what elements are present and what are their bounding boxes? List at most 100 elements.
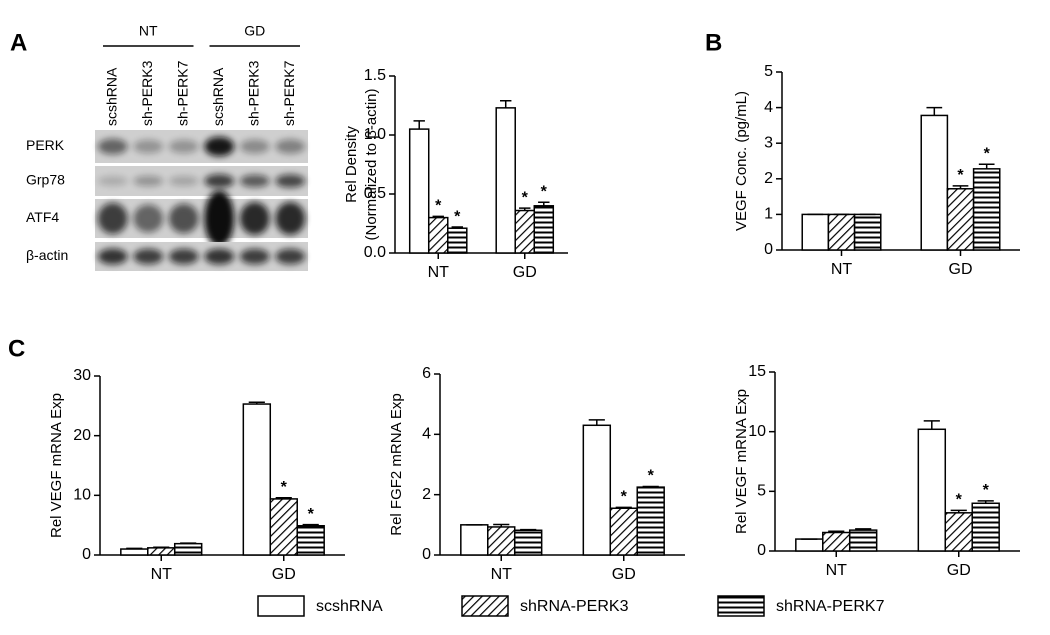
bar: [408, 128, 430, 254]
x-tick-label: NT: [831, 261, 853, 278]
bar: [427, 216, 449, 254]
significance-mark: *: [984, 145, 991, 162]
lane-label: sh-PERK7: [174, 60, 190, 126]
error-bar: [615, 506, 632, 509]
error-bar: [952, 185, 969, 189]
x-tick-label: NT: [428, 264, 450, 281]
bar: [487, 526, 516, 556]
y-tick-label: 10: [748, 423, 766, 440]
bar: [822, 531, 851, 552]
blot-band: [204, 136, 235, 157]
lane-label: sh-PERK3: [139, 60, 155, 126]
error-bar: [126, 547, 143, 550]
legend-swatch: [257, 595, 305, 617]
blot-band: [239, 174, 270, 188]
y-tick-label: 10: [73, 487, 91, 504]
blot-band: [239, 202, 270, 235]
blot-band: [275, 248, 306, 265]
error-bar: [977, 500, 994, 504]
bar: [495, 107, 516, 254]
y-tick-label: 4: [422, 426, 431, 443]
bar: [447, 227, 468, 254]
bar: [609, 507, 638, 556]
error-bar: [926, 106, 943, 116]
blot-strip: [95, 130, 308, 163]
blot-band: [239, 248, 270, 265]
bar: [801, 213, 830, 251]
blot-band: [204, 190, 235, 247]
bar: [269, 498, 298, 556]
bar: [946, 188, 975, 251]
y-axis-label: Rel Density: [343, 126, 360, 203]
blot-band: [168, 176, 199, 186]
bar: [120, 548, 149, 556]
blot-band: [204, 174, 235, 188]
blot-band: [97, 176, 128, 186]
blot-band: [204, 248, 235, 265]
bar: [827, 213, 856, 251]
y-tick-label: 4: [764, 99, 773, 116]
x-tick-label: NT: [826, 562, 848, 579]
error-bar: [451, 226, 463, 229]
significance-mark: *: [435, 198, 442, 215]
bar: [582, 424, 612, 556]
error-bar: [275, 496, 292, 499]
bar: [944, 512, 973, 552]
x-tick-label: GD: [949, 261, 973, 278]
y-tick-label: 2: [422, 486, 431, 503]
bar: [533, 205, 555, 254]
bar: [971, 502, 1000, 552]
error-bar: [500, 100, 512, 108]
y-axis-label: Rel VEGF mRNA Exp: [48, 393, 65, 538]
significance-mark: *: [281, 479, 288, 496]
y-tick-label: 0: [82, 546, 91, 563]
blot-band: [168, 248, 199, 265]
bar: [917, 428, 947, 552]
lane-label: sh-PERK3: [245, 60, 261, 126]
bar: [848, 529, 878, 552]
error-bar: [538, 201, 550, 206]
legend-swatch: [461, 595, 509, 617]
blot-strip: [95, 242, 308, 271]
blot-band: [275, 139, 306, 154]
x-tick-label: GD: [612, 566, 636, 583]
group-label: GD: [244, 23, 265, 39]
legend-swatch: [717, 595, 765, 617]
error-bar: [588, 419, 605, 426]
bar: [636, 486, 665, 556]
legend-label: shRNA-PERK3: [520, 598, 629, 615]
error-bar: [642, 485, 659, 488]
blot-band: [97, 248, 128, 265]
y-tick-label: 15: [748, 363, 766, 380]
y-tick-label: 20: [73, 427, 91, 444]
error-bar: [432, 215, 444, 218]
y-tick-label: 6: [422, 365, 431, 382]
y-tick-label: 0: [757, 542, 766, 559]
bar: [147, 547, 176, 556]
x-tick-label: GD: [513, 264, 537, 281]
y-axis-label: Rel VEGF mRNA Exp: [733, 389, 750, 534]
panel-label: B: [705, 29, 722, 56]
panel-label: C: [8, 335, 25, 362]
lane-label: scshRNA: [210, 67, 226, 126]
y-axis-label: (Normalized to β-actin): [363, 88, 380, 240]
significance-mark: *: [621, 489, 628, 506]
x-tick-label: NT: [491, 566, 513, 583]
error-bar: [978, 163, 995, 169]
lane-label: sh-PERK7: [281, 60, 297, 126]
y-tick-label: 0.5: [364, 185, 386, 202]
blot-band: [133, 139, 164, 154]
significance-mark: *: [522, 189, 529, 206]
error-bar: [519, 207, 531, 211]
y-tick-label: 3: [764, 134, 773, 151]
blot-band: [275, 202, 306, 235]
y-tick-label: 5: [764, 63, 773, 80]
bar: [460, 524, 489, 556]
error-bar: [180, 542, 197, 544]
blot-row-label: ATF4: [26, 209, 59, 225]
y-axis-label: VEGF Conc. (pg/mL): [733, 91, 750, 231]
significance-mark: *: [956, 492, 963, 509]
significance-mark: *: [648, 468, 655, 485]
blot-band: [133, 204, 164, 233]
